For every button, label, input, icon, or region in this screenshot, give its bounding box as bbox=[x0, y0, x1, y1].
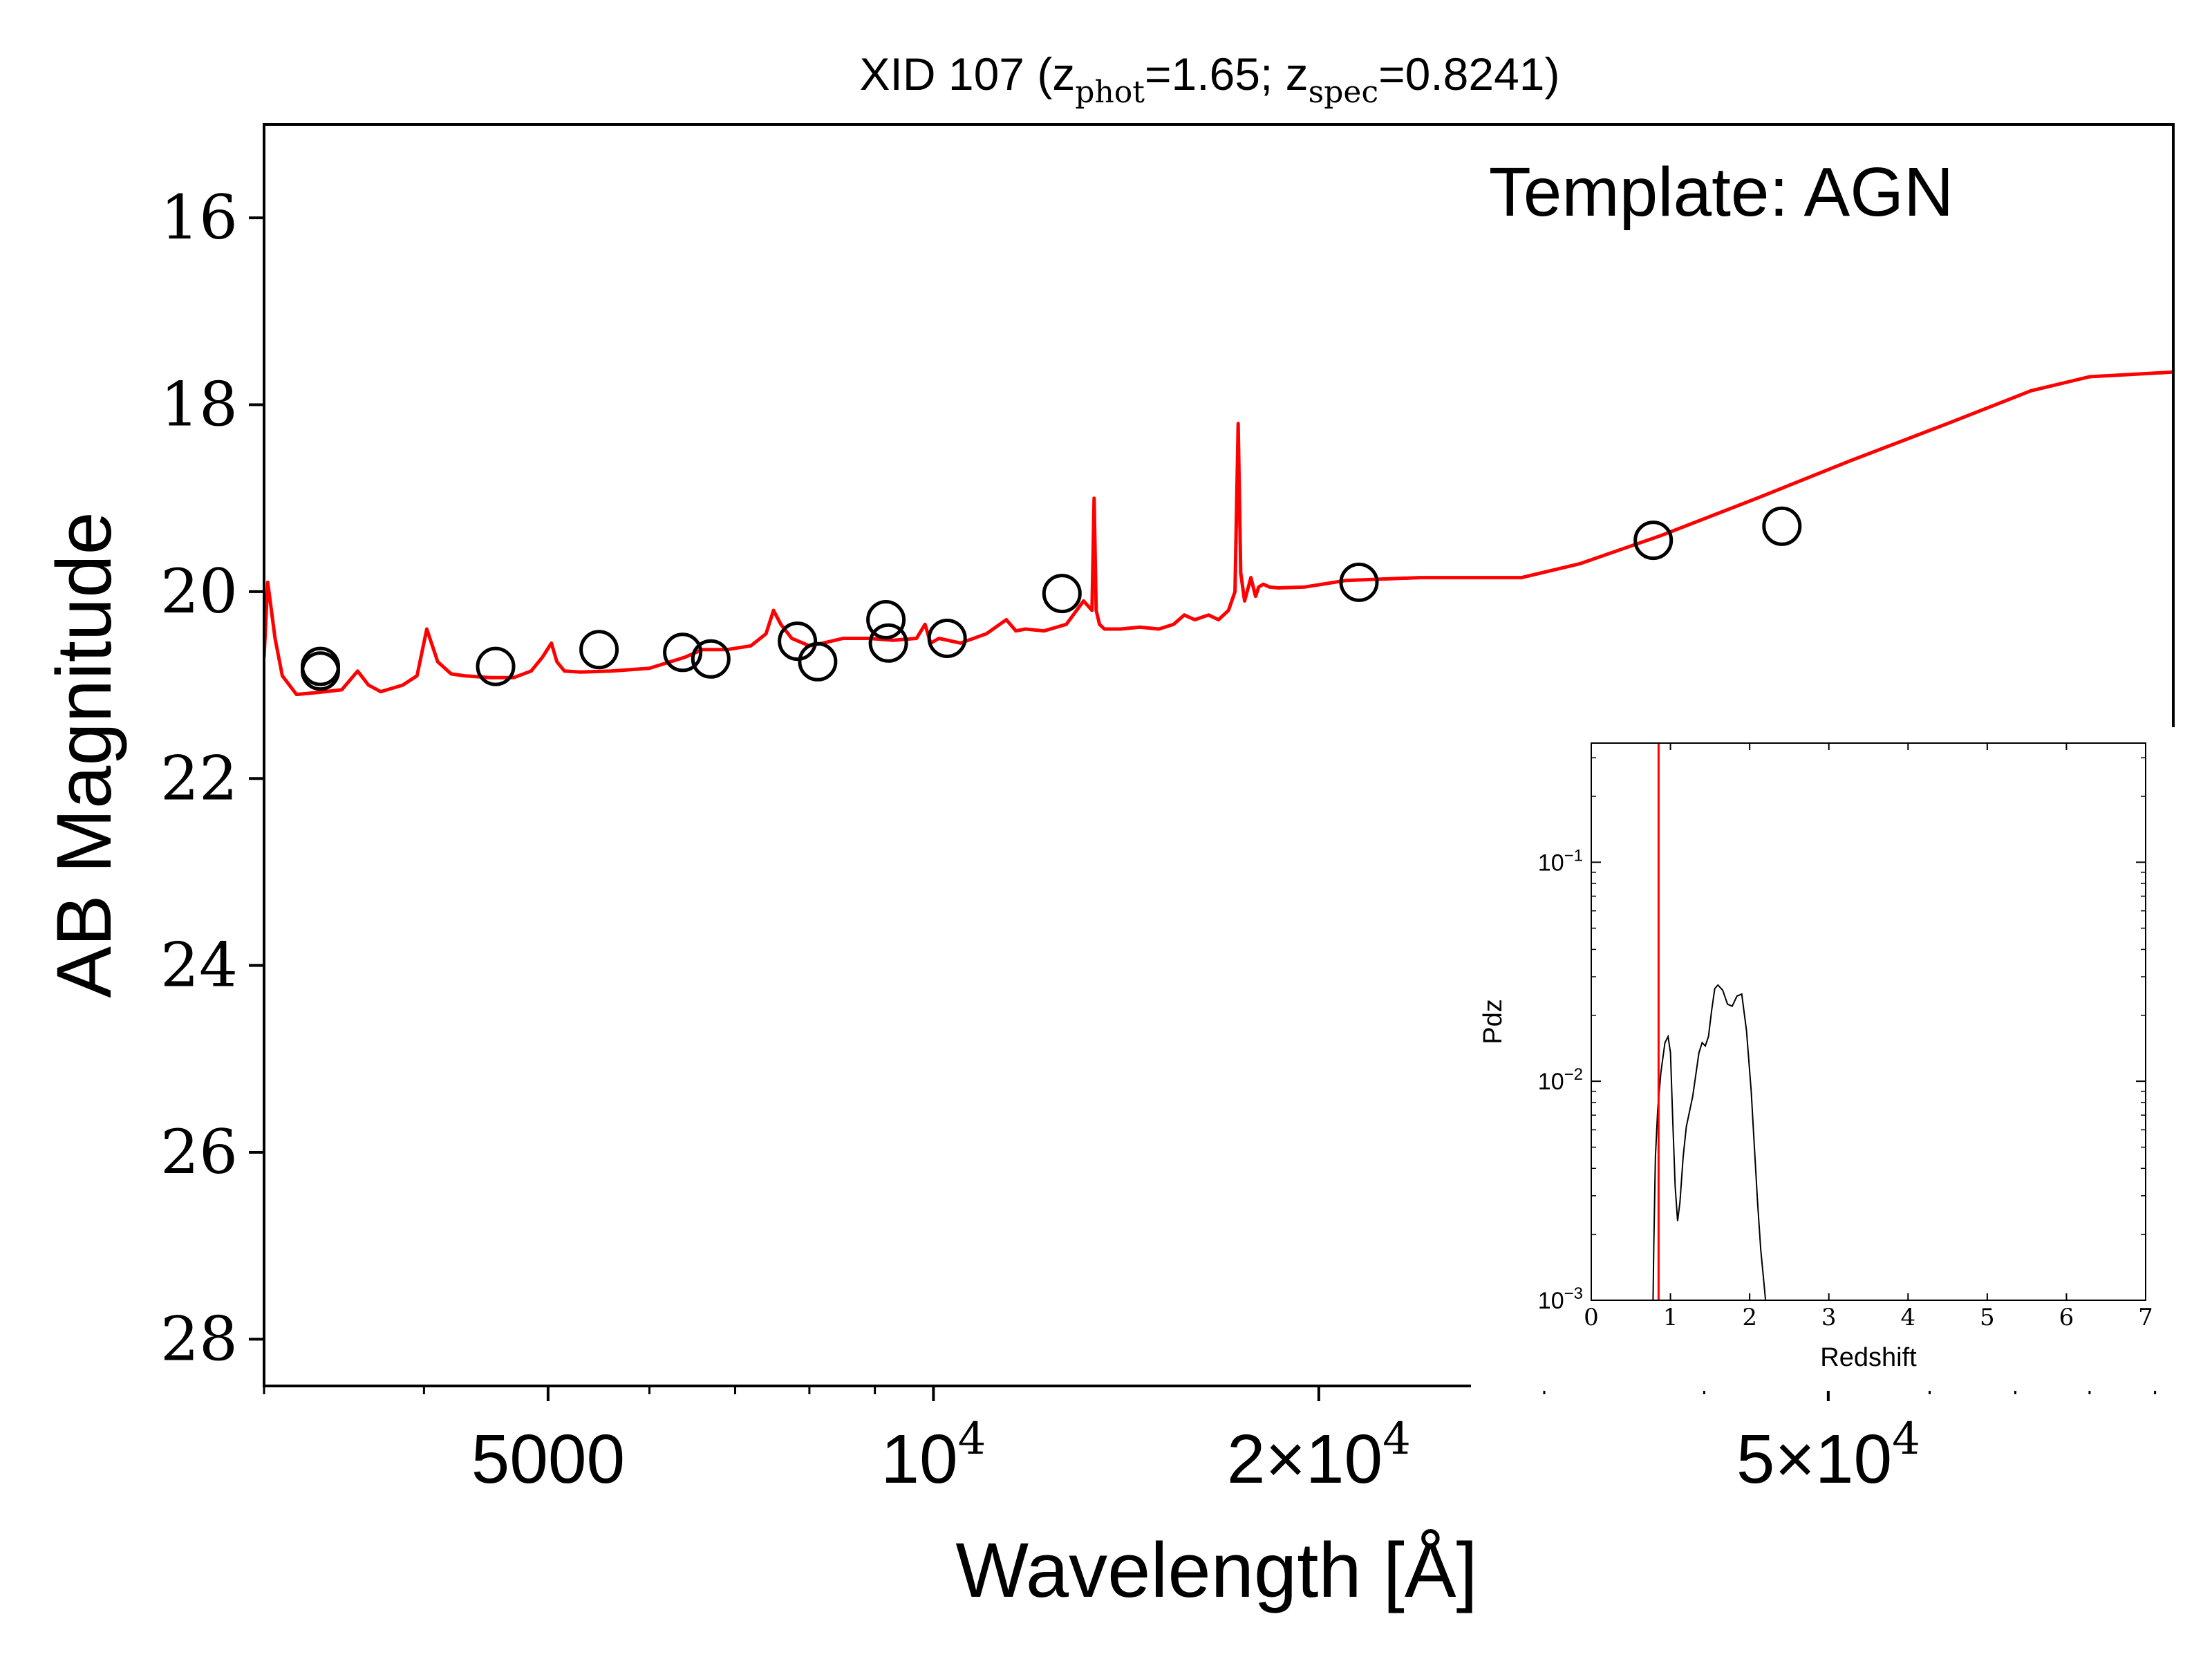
pdz-curve bbox=[1652, 984, 1768, 1300]
photometry-point bbox=[691, 639, 731, 679]
inset-x-tick-label: 3 bbox=[1821, 1304, 1837, 1331]
y-tick-label: 26 bbox=[160, 1116, 238, 1188]
title-mid: =1.65; z bbox=[1145, 48, 1309, 100]
inset-y-tick-label: 10−3 bbox=[1538, 1284, 1583, 1314]
inset-y-tick-exponent: −3 bbox=[1564, 1284, 1583, 1303]
y-tick-label: 20 bbox=[160, 556, 238, 627]
photometry-point bbox=[1633, 521, 1674, 561]
main-series-layer bbox=[264, 370, 2173, 697]
photometry-point bbox=[1339, 562, 1379, 602]
x-tick-label: 5000 bbox=[471, 1421, 625, 1498]
inset-x-tick-label: 5 bbox=[1980, 1304, 1995, 1331]
inset-x-tick-label: 1 bbox=[1663, 1304, 1678, 1331]
inset-plot-frame bbox=[1591, 742, 2146, 1301]
sed-template-line bbox=[264, 370, 2173, 697]
y-tick-label: 18 bbox=[160, 369, 238, 440]
photometry-point bbox=[301, 651, 340, 691]
photometry-point bbox=[579, 630, 619, 670]
y-axis-label: AB Magnitude bbox=[41, 512, 127, 998]
photometry-point bbox=[663, 632, 703, 673]
inset-y-tick-exponent: −1 bbox=[1564, 846, 1583, 865]
x-axis-label: Wavelength [Å] bbox=[955, 1527, 1477, 1613]
y-tick-label: 28 bbox=[160, 1303, 238, 1374]
title-subscript-phot: phot bbox=[1075, 75, 1145, 110]
inset-x-tick-label: 0 bbox=[1584, 1304, 1599, 1331]
x-tick-exponent: 4 bbox=[1382, 1414, 1411, 1465]
x-tick-exponent: 4 bbox=[958, 1414, 986, 1465]
x-tick-label: 5×104 bbox=[1736, 1414, 1920, 1498]
x-tick-exponent: 4 bbox=[1892, 1414, 1920, 1465]
y-tick-label: 22 bbox=[160, 742, 238, 814]
title-suffix: =0.8241) bbox=[1378, 48, 1559, 100]
photometry-point bbox=[1762, 506, 1802, 546]
chart-title: XID 107 (zphot=1.65; zspec=0.8241) bbox=[860, 48, 1560, 110]
photometry-point bbox=[866, 600, 906, 639]
title-prefix: XID 107 (z bbox=[860, 48, 1076, 100]
inset-x-axis-label: Redshift bbox=[1820, 1343, 1917, 1372]
inset-series-layer bbox=[1652, 743, 1768, 1300]
inset-x-tick-label: 2 bbox=[1742, 1304, 1757, 1331]
template-annotation: Template: AGN bbox=[1489, 153, 1954, 231]
inset-y-tick-exponent: −2 bbox=[1564, 1065, 1583, 1084]
inset-axis-ticks: 0 1 2 3 4 5 6 710−110−210−3 bbox=[1538, 743, 2153, 1331]
y-tick-label: 16 bbox=[160, 182, 238, 253]
y-tick-label: 24 bbox=[160, 930, 238, 1001]
photometry-point bbox=[927, 619, 967, 658]
inset-x-tick-label: 7 bbox=[2138, 1304, 2153, 1331]
inset-x-tick-label: 6 bbox=[2059, 1304, 2074, 1331]
x-tick-label: 2×104 bbox=[1227, 1414, 1411, 1498]
inset-x-tick-label: 4 bbox=[1900, 1304, 1915, 1331]
title-subscript-spec: spec bbox=[1309, 75, 1378, 110]
inset-y-axis-label: Pdz bbox=[1479, 999, 1508, 1044]
photometry-point bbox=[798, 641, 838, 682]
inset-plot: 0 1 2 3 4 5 6 710−110−210−3 Redshift Pdz bbox=[1471, 727, 2183, 1391]
inset-background bbox=[1471, 727, 2183, 1391]
photometry-point bbox=[868, 623, 908, 663]
photometry-point bbox=[1042, 574, 1082, 614]
photometry-point bbox=[476, 646, 516, 686]
photometry-point bbox=[778, 621, 818, 662]
